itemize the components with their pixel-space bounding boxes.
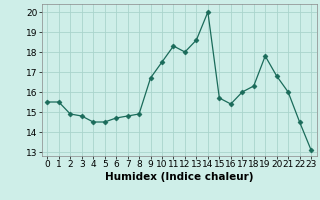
X-axis label: Humidex (Indice chaleur): Humidex (Indice chaleur) xyxy=(105,172,253,182)
